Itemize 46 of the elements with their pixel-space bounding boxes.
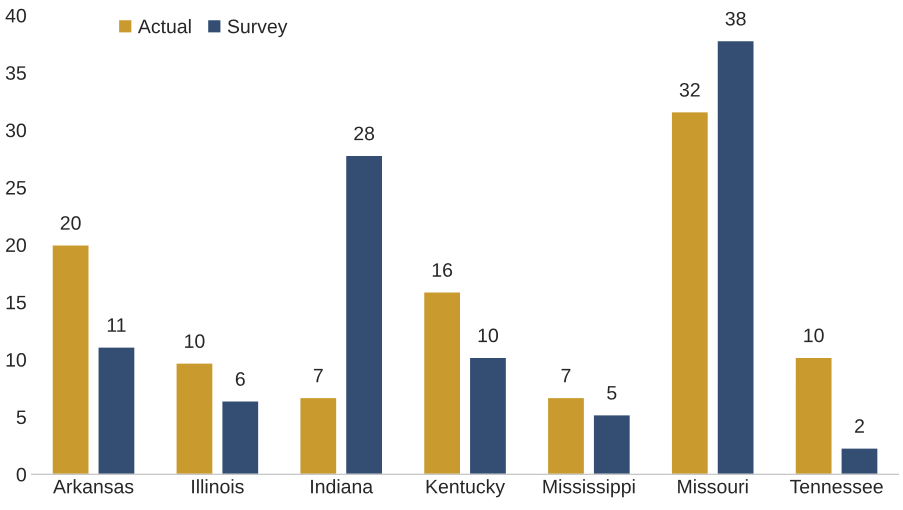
- data-label: 2: [855, 419, 864, 433]
- bar: [175, 362, 214, 474]
- legend-label: Survey: [228, 20, 288, 38]
- data-label: 10: [185, 334, 205, 348]
- y-tick-label: 35: [6, 66, 26, 80]
- data-label: 28: [354, 126, 374, 140]
- data-label: 5: [607, 386, 616, 400]
- bar: [794, 356, 833, 474]
- x-tick-label: Arkansas: [53, 479, 134, 494]
- data-label: 16: [432, 263, 452, 277]
- bar: [422, 291, 462, 474]
- x-tick-label: Illinois: [192, 479, 244, 494]
- data-label: 10: [804, 328, 824, 342]
- data-label: 11: [108, 318, 126, 332]
- y-tick-label: 25: [6, 180, 26, 195]
- y-tick-label: 10: [6, 353, 26, 367]
- bar: [299, 396, 338, 474]
- bar: [670, 110, 710, 474]
- data-label: 7: [314, 368, 323, 382]
- y-tick-label: 30: [6, 124, 26, 138]
- legend-label: Actual: [138, 19, 191, 34]
- x-tick-label: Mississippi: [543, 479, 635, 498]
- bar: [344, 154, 384, 474]
- y-tick-label: 0: [16, 468, 26, 482]
- data-label: 10: [478, 328, 498, 342]
- data-label: 6: [236, 372, 245, 386]
- bar: [468, 356, 508, 474]
- bar: [716, 40, 755, 474]
- y-tick-label: 15: [6, 296, 26, 310]
- bar: [592, 414, 632, 474]
- x-tick-label: Tennessee: [790, 480, 883, 494]
- data-label: 32: [680, 82, 700, 97]
- y-tick-label: 5: [16, 410, 26, 424]
- bar: [51, 244, 90, 474]
- data-label: 7: [562, 368, 570, 382]
- x-tick-label: Kentucky: [426, 479, 505, 498]
- bar: [97, 346, 136, 474]
- x-tick-label: Missouri: [678, 479, 748, 494]
- y-tick-label: 20: [6, 238, 26, 252]
- bar: [546, 396, 586, 474]
- x-tick-label: Indiana: [311, 479, 374, 494]
- bar: [840, 447, 879, 474]
- data-label: 20: [60, 216, 81, 230]
- bar: [221, 400, 260, 474]
- y-tick-label: 40: [6, 8, 26, 23]
- data-label: 38: [726, 12, 746, 26]
